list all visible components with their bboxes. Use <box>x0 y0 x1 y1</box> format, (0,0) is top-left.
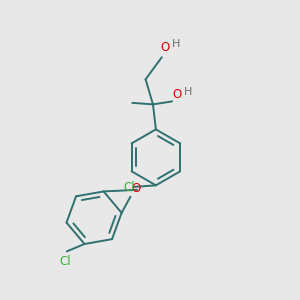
Text: H: H <box>172 39 180 49</box>
Text: O: O <box>160 41 170 54</box>
Text: Cl: Cl <box>59 255 71 268</box>
Text: O: O <box>131 182 140 195</box>
Text: H: H <box>184 87 192 97</box>
Text: O: O <box>173 88 182 101</box>
Text: Cl: Cl <box>123 181 135 194</box>
